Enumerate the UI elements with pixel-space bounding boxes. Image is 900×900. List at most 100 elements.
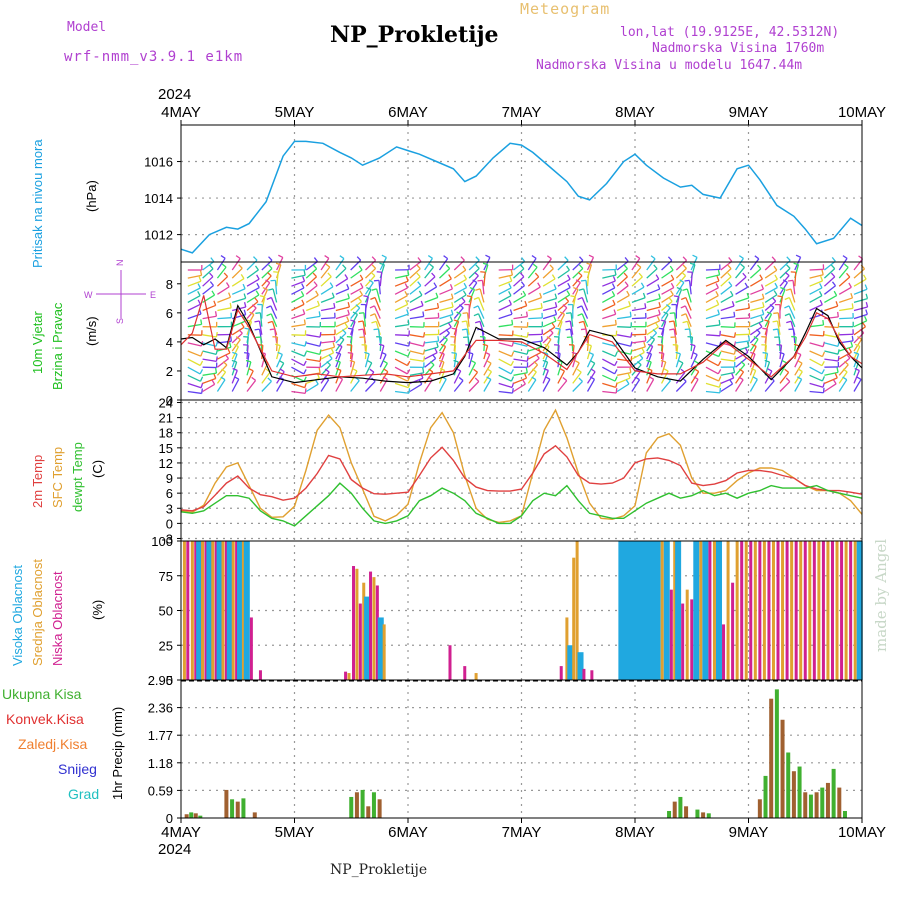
wind-barb-tick [615,382,618,388]
cloud-bar-low [463,666,467,680]
wind-barb [809,287,823,295]
cloud-bar-mid [826,541,830,680]
wind-barb-tick [717,360,722,366]
wind-barb [261,296,266,311]
precip-bar [193,813,198,818]
wind-barb [853,370,860,384]
wind-barb [379,257,387,271]
wind-barb-tick [255,312,261,314]
wind-barb-tick [229,302,232,308]
precip-bar [814,792,819,818]
wind-barb-tick [531,368,537,373]
wind-barb-tick [819,283,823,289]
cloud-bar-high [206,541,213,680]
wind-barb [272,288,278,303]
wind-barb-tick [450,309,454,315]
wind-barb-tick [210,257,215,263]
wind-barb [794,371,803,384]
cloud-bar-mid [565,617,569,680]
legend-frz: Zaledj.Kisa [18,736,88,752]
wind-barb [439,306,454,312]
wind-barb-tick [366,359,373,364]
wind-barb [764,345,768,360]
wind-barb [231,278,245,287]
wind-barb-tick [474,271,479,277]
cloud-bar-mid [241,541,245,680]
wind-barb-tick [693,360,699,364]
wind-barb-tick [199,369,204,375]
wind-barb [616,294,630,303]
cloud-bar-low [681,603,685,680]
wind-barb [779,289,786,303]
wind-barb-tick [221,368,226,373]
wind-barb-tick [436,342,439,348]
wind-barb-tick [371,264,377,269]
wind-barb [202,342,217,347]
wind-barb [350,345,353,360]
wind-barb-tick [371,288,377,291]
wind-barb-tick [445,264,451,269]
wind-barb [364,289,372,303]
wind-barb-tick [858,255,863,260]
wind-barb-tick [368,279,374,284]
coords-label: lon,lat (19.9125E, 42.5312N) [620,25,840,40]
wind-barb [498,303,512,312]
altitude-label: Nadmorska Visina 1760m [652,41,825,56]
wind-barb [661,286,675,295]
wind-barb [453,286,467,295]
wind-barb-tick [856,376,862,380]
wind-barb [409,342,424,347]
wind-barb-tick [420,373,424,379]
wind-barb [824,326,839,329]
wind-barb [602,358,616,367]
wind-barb [305,285,318,295]
sfc-temp-line [180,408,863,524]
wind-barb-tick [220,255,226,259]
wind-barb-tick [643,341,646,348]
wind-barb [735,357,747,368]
precip-tick-label: 1.18 [148,756,173,771]
wind-barb-tick [456,311,462,315]
cloud-tick-label: 0 [166,673,173,688]
wind-barb [527,379,537,392]
wind-barb-tick [303,360,307,366]
wind-barb-tick [670,282,675,288]
wind-barb [809,342,824,348]
precip-bar [803,792,808,818]
wind-barb [217,346,232,352]
wind-barb [424,352,438,360]
wind-barb [749,361,756,376]
wind-barb [439,320,453,328]
wind-barb [809,295,823,303]
wind-barb [631,258,641,271]
wind-barb [838,351,852,360]
wind-barb [838,276,851,287]
wind-barb-tick [466,295,472,298]
wind-barb [557,361,563,376]
wind-barb [586,362,596,376]
wind-barb-tick [215,331,218,338]
cloud-bar-high [641,541,648,680]
wind-barb [453,370,462,384]
wind-barb [453,321,460,335]
cloud-bar-mid [382,624,386,680]
wind-barb [335,361,341,376]
wind-barb-tick [728,257,733,262]
wind-barb [616,342,631,347]
wind-barb-tick [369,368,375,373]
cloud-bar-high [654,541,661,680]
wind-barb-tick [511,319,514,325]
wind-barb [809,334,824,337]
wind-barb [673,328,677,344]
wind-barb-tick [684,328,690,331]
wind-barb-tick [693,376,699,380]
wind-barb [779,259,791,271]
wind-barb-tick [352,311,358,316]
wind-barb [187,280,202,287]
wind-barb [572,267,584,279]
wind-barb [809,358,823,367]
wind-unit: (m/s) [84,316,99,346]
wind-barb-tick [780,286,786,290]
wind-barb [616,305,631,312]
wind-barb [379,371,389,384]
